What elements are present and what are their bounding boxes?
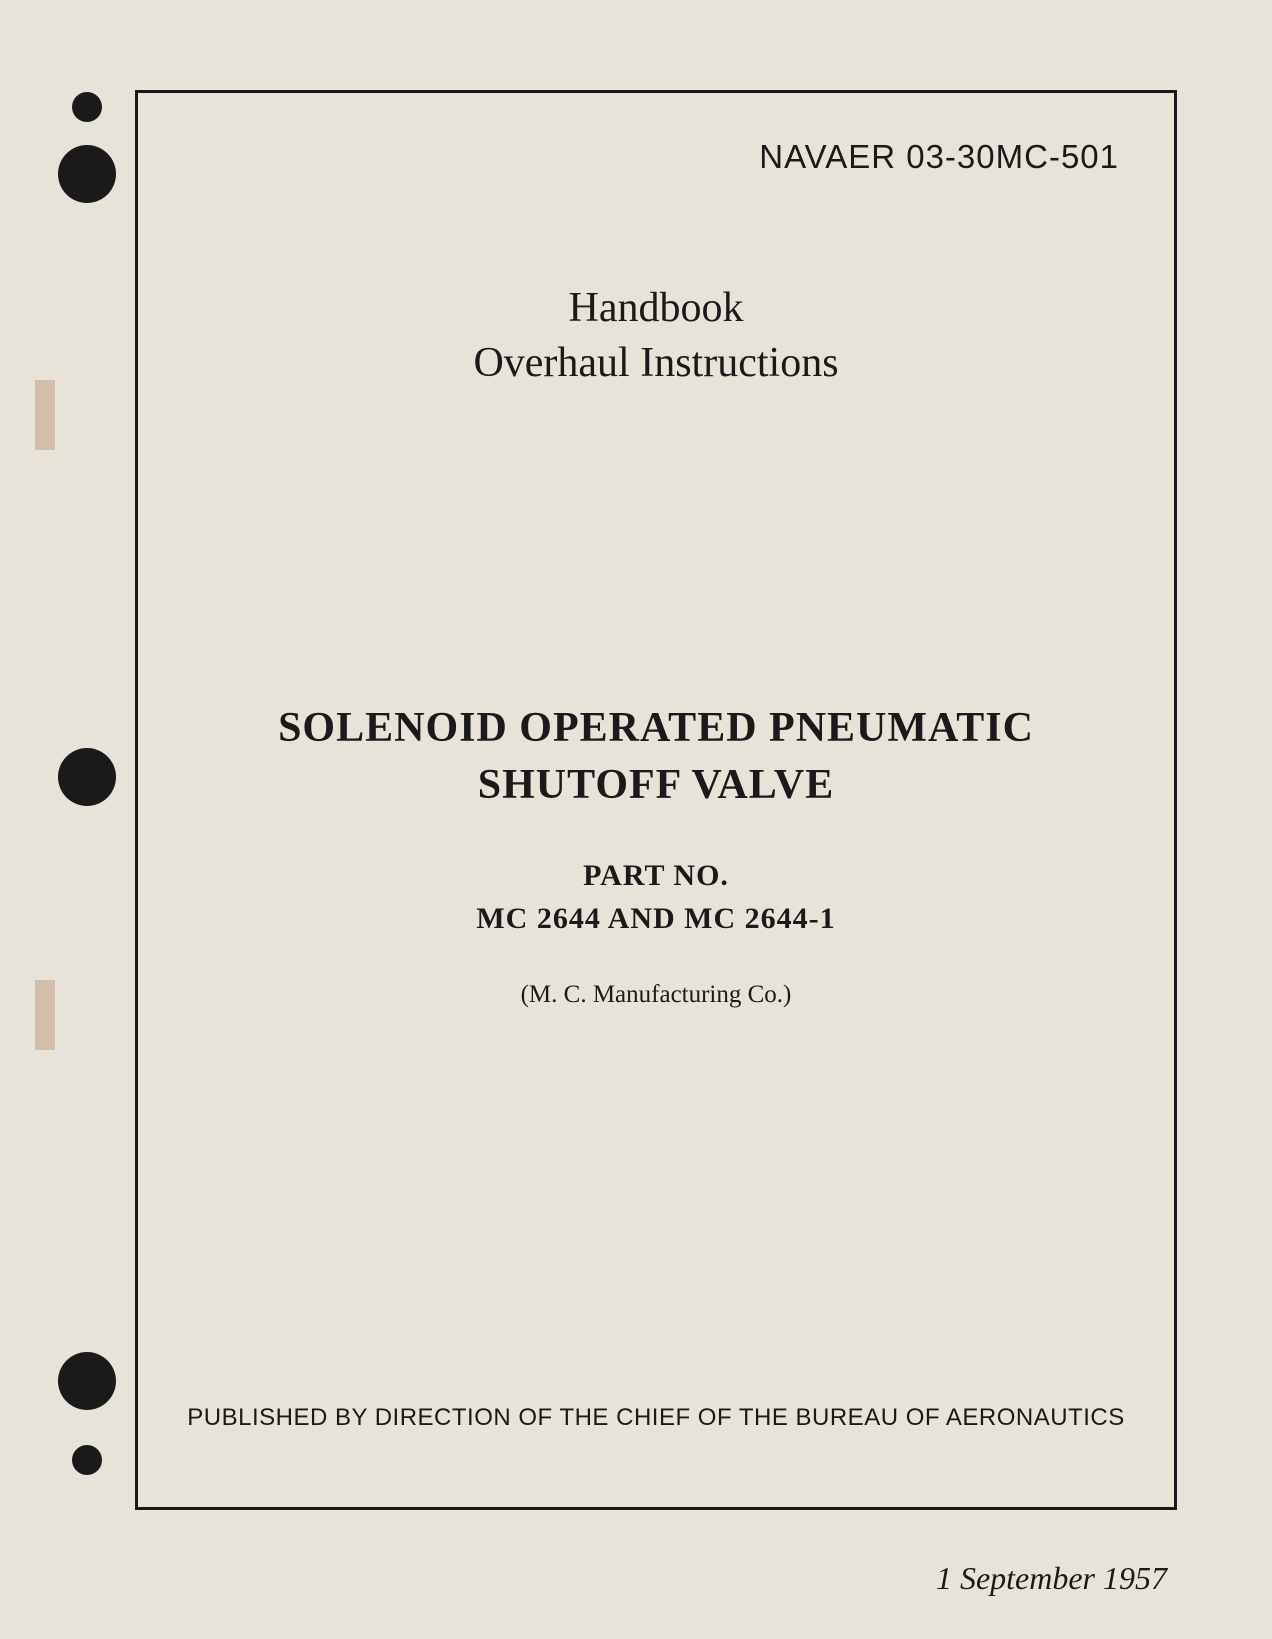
document-page: NAVAER 03-30MC-501 Handbook Overhaul Ins… [0,0,1272,1639]
part-number-value: MC 2644 AND MC 2644-1 [193,897,1119,941]
content-border: NAVAER 03-30MC-501 Handbook Overhaul Ins… [135,90,1177,1510]
document-number: NAVAER 03-30MC-501 [193,138,1119,176]
main-title-line1: SOLENOID OPERATED PNEUMATIC [193,700,1119,757]
handbook-title-line1: Handbook [193,281,1119,336]
binder-hole [58,748,116,806]
main-title-line2: SHUTOFF VALVE [193,757,1119,814]
paper-tear-mark [35,380,55,450]
binder-hole [58,1352,116,1410]
part-number-label: PART NO. [193,854,1119,898]
paper-tear-mark [35,980,55,1050]
part-number: PART NO. MC 2644 AND MC 2644-1 [193,854,1119,941]
publication-date: 1 September 1957 [936,1560,1167,1597]
handbook-title-line2: Overhaul Instructions [193,336,1119,391]
binder-hole [72,1445,102,1475]
binder-hole [72,92,102,122]
handbook-title: Handbook Overhaul Instructions [193,281,1119,390]
binder-hole [58,145,116,203]
publisher-statement: PUBLISHED BY DIRECTION OF THE CHIEF OF T… [138,1404,1174,1432]
main-title: SOLENOID OPERATED PNEUMATIC SHUTOFF VALV… [193,700,1119,813]
manufacturer-name: (M. C. Manufacturing Co.) [193,981,1119,1009]
